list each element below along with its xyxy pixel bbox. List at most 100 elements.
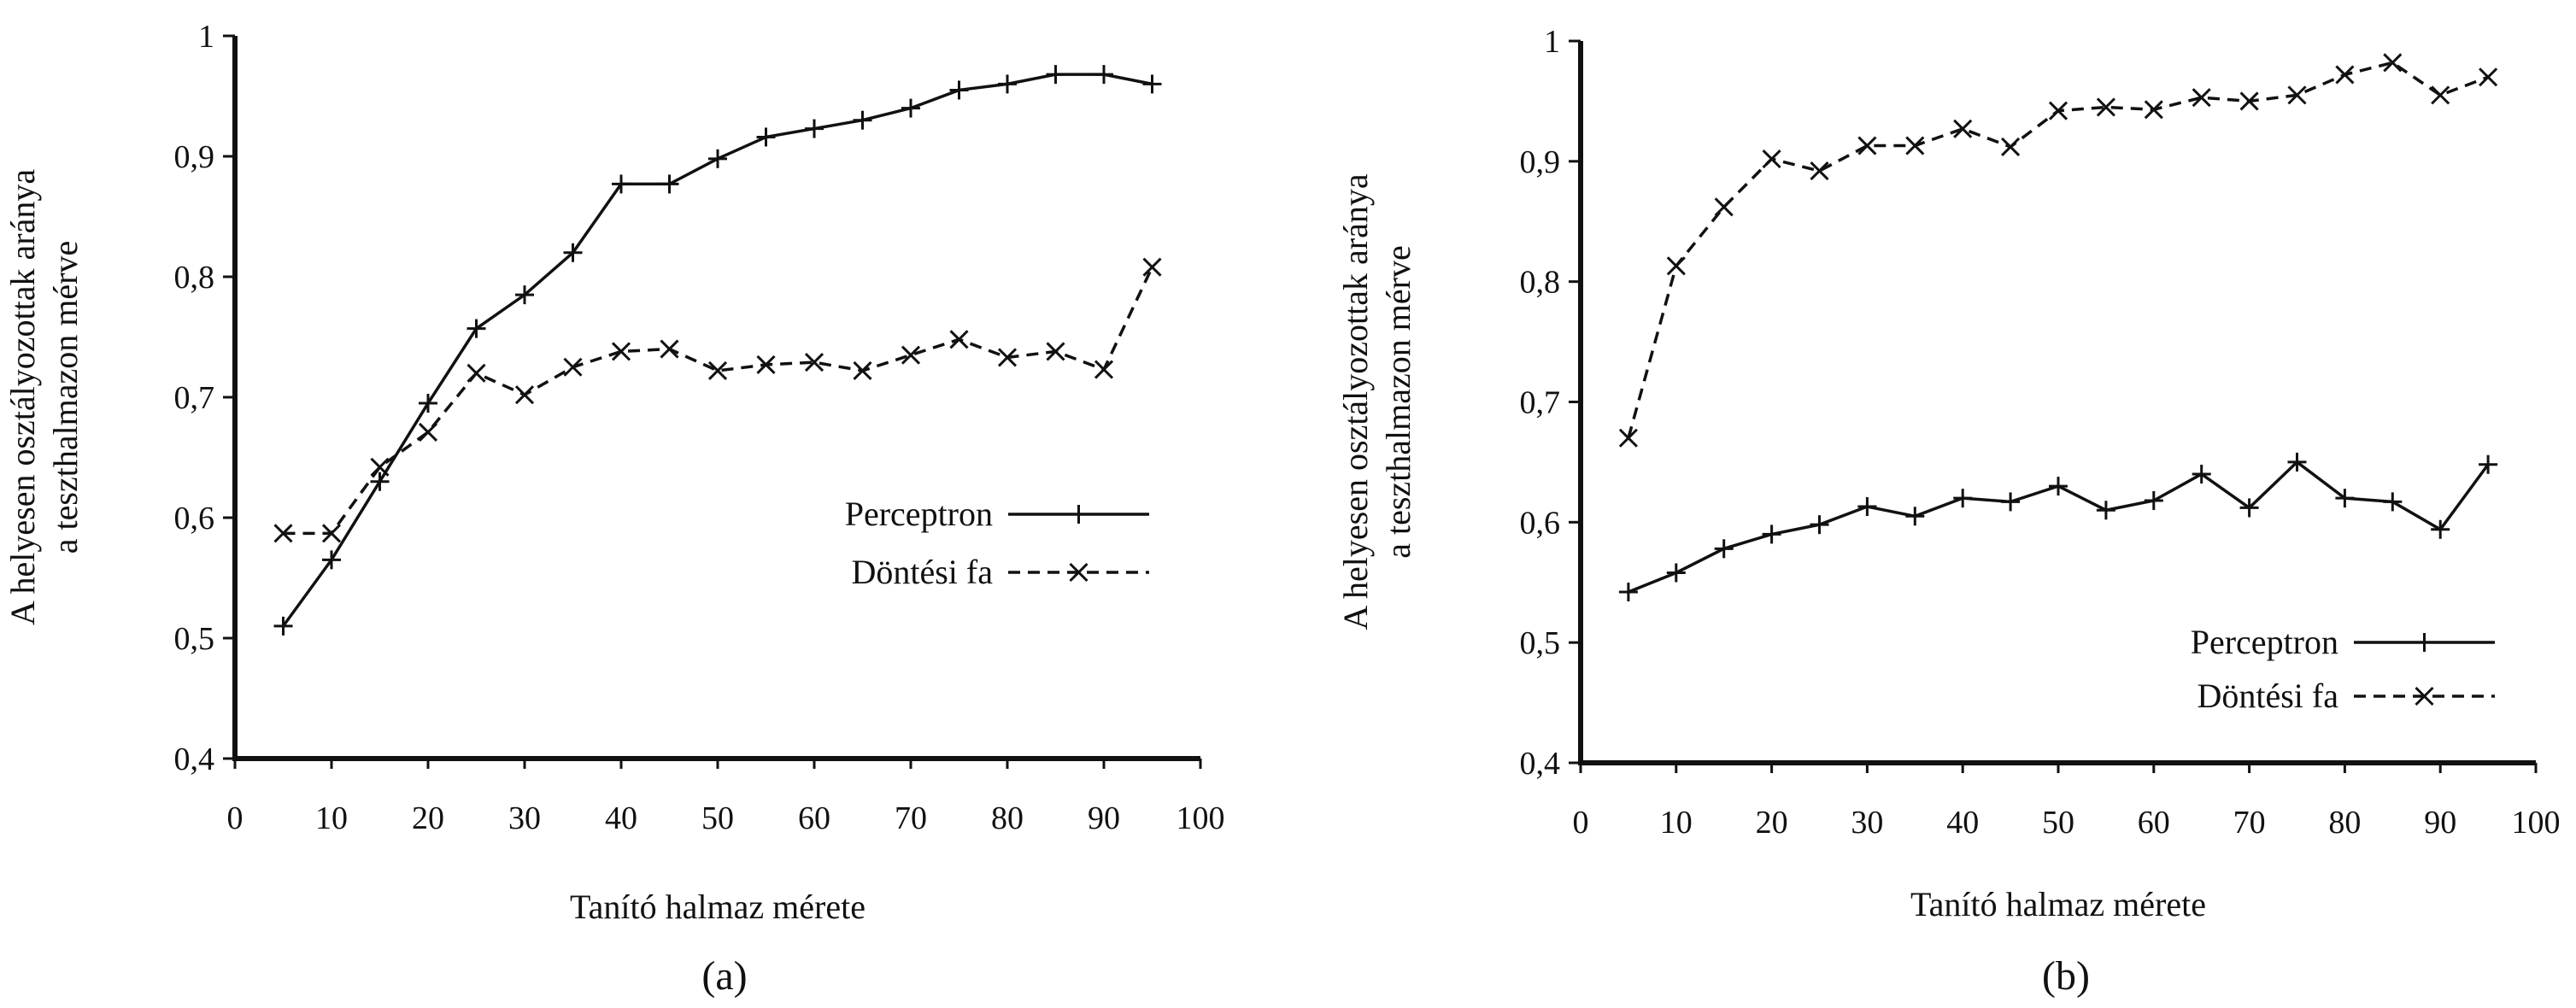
data-point [322, 550, 341, 570]
data-point [2239, 91, 2259, 111]
series-dontesi-fa [1618, 53, 2498, 448]
data-point [1666, 256, 1686, 276]
data-point [515, 285, 534, 305]
data-point [756, 355, 776, 374]
data-point [660, 174, 679, 194]
data-point [1618, 583, 1638, 602]
series-dontesi-fa [273, 257, 1162, 543]
y-axis-title-line: a teszthalmazon mérve [1379, 245, 1417, 558]
y-axis-title-line: A helyesen osztályozottak aránya [3, 169, 42, 625]
x-tick-label: 40 [605, 800, 637, 836]
data-point [1094, 65, 1113, 85]
data-point [1666, 563, 1686, 583]
data-point [707, 360, 728, 381]
x-tick-label: 80 [991, 800, 1024, 836]
data-point [2431, 85, 2450, 105]
data-point [370, 457, 390, 477]
x-tick-label: 60 [2138, 805, 2170, 841]
data-point [998, 74, 1017, 94]
x-axis-title: Tanító halmaz mérete [570, 888, 866, 926]
data-point [708, 149, 727, 168]
data-point [1714, 197, 1734, 217]
y-tick-label: 0,5 [174, 621, 215, 657]
y-tick-label: 0,6 [1520, 505, 1561, 541]
data-point [2335, 489, 2355, 508]
data-point [1618, 428, 1638, 448]
data-point [563, 243, 583, 262]
chart-panel-b: 0,40,50,60,70,80,910 10 20 30 40 50 60 70 80 90 10… [1336, 24, 2561, 999]
data-point [1046, 65, 1065, 85]
y-tick-label: 1 [198, 19, 214, 55]
y-tick-label: 0,7 [174, 380, 215, 416]
data-point [1905, 507, 1925, 526]
x-tick-label: 30 [508, 800, 541, 836]
data-point [853, 360, 872, 381]
data-point [1905, 136, 1925, 155]
legend-marker [2415, 686, 2434, 706]
legend-entry: Döntési fa [851, 553, 1149, 591]
x-tick-label: 70 [2233, 805, 2266, 841]
data-point [273, 524, 293, 543]
data-point [2144, 100, 2163, 120]
y-tick-label: 0,5 [1520, 625, 1561, 661]
x-tick-label: 80 [2328, 805, 2361, 841]
data-point [1762, 525, 1781, 544]
y-tick-label: 0,8 [174, 260, 215, 296]
x-tick-label: 70 [895, 800, 927, 836]
data-point [2287, 452, 2307, 472]
legend-label: Perceptron [845, 495, 993, 533]
data-point [2383, 53, 2403, 73]
data-point [418, 422, 438, 442]
data-point [2096, 97, 2115, 117]
data-point [1142, 74, 1162, 94]
data-point [2192, 88, 2211, 108]
data-point [612, 174, 631, 194]
data-point [2479, 454, 2498, 474]
x-tick-label: 0 [227, 800, 244, 836]
legend-label: Döntési fa [851, 553, 993, 591]
x-tick-label: 30 [1851, 805, 1883, 841]
data-point [563, 357, 583, 377]
legend-label: Döntési fa [2197, 677, 2338, 715]
data-point [466, 363, 486, 383]
series-line [283, 266, 1154, 536]
x-tick-label: 50 [701, 800, 734, 836]
data-point [804, 353, 824, 372]
series-perceptron [273, 65, 1162, 636]
data-point [1142, 257, 1162, 277]
x-tick-label: 50 [2042, 805, 2074, 841]
data-point [2287, 85, 2307, 105]
data-point [1762, 149, 1781, 169]
y-tick-label: 1 [1544, 24, 1560, 60]
x-tick-label: 20 [1756, 805, 1788, 841]
data-point [901, 98, 920, 118]
x-tick-label: 10 [1660, 805, 1693, 841]
chart-panel-a: 0,40,50,60,70,80,910 10 20 30 40 50 60 70 80 90 10… [3, 19, 1225, 999]
x-tick-label: 90 [2424, 805, 2456, 841]
data-point [2048, 101, 2068, 120]
data-point [1046, 342, 1065, 361]
y-tick-label: 0,8 [1520, 265, 1561, 301]
y-tick-label: 0,7 [1520, 385, 1561, 421]
data-point [2383, 492, 2403, 512]
y-axis-title-line: a teszthalmazon mérve [46, 241, 85, 554]
data-point [2479, 67, 2498, 87]
data-point [1810, 515, 1829, 535]
data-point [1857, 136, 1877, 155]
data-point [2144, 490, 2163, 510]
data-point [2431, 519, 2450, 539]
data-point [2335, 65, 2355, 85]
data-point [2001, 492, 2021, 512]
data-point [273, 616, 293, 636]
data-point [321, 524, 342, 543]
data-point [756, 127, 776, 147]
chart-caption: (a) [701, 953, 747, 999]
x-tick-label: 100 [2512, 805, 2561, 841]
data-point [1857, 497, 1877, 517]
data-point [1094, 360, 1114, 379]
data-point [2239, 498, 2259, 518]
x-tick-label: 20 [412, 800, 444, 836]
x-axis-title: Tanító halmaz mérete [1910, 885, 2206, 923]
data-point [2192, 465, 2211, 483]
